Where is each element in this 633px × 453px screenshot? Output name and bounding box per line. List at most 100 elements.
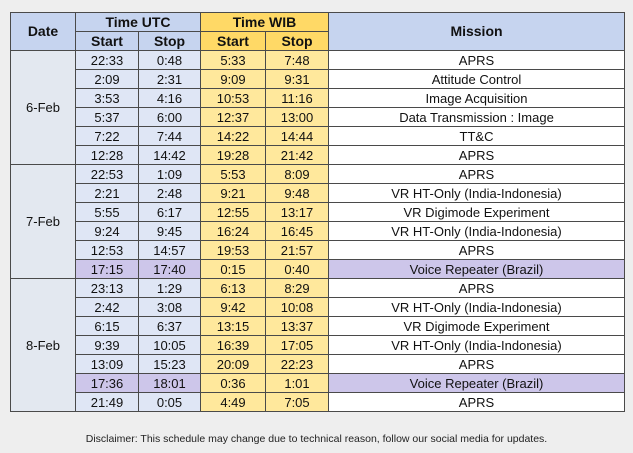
schedule-row: 17:36 18:01 0:36 1:01 Voice Repeater (Brazil… bbox=[11, 373, 625, 393]
schedule-row: 6:15 6:37 13:15 13:37 VR Digimode Experiment bbox=[11, 316, 625, 336]
table-body: 6-Feb 22:33 0:48 5:33 7:48 APRS 2:09 2:31 9:09 9:… bbox=[10, 50, 625, 412]
mission: Voice Repeater (Brazil) bbox=[328, 259, 625, 279]
wib-start: 12:55 bbox=[200, 202, 266, 222]
wib-start: 19:53 bbox=[200, 240, 266, 260]
utc-stop: 6:17 bbox=[138, 202, 201, 222]
wib-start: 9:42 bbox=[200, 297, 266, 317]
utc-stop: 7:44 bbox=[138, 126, 201, 146]
utc-start: 12:28 bbox=[75, 145, 139, 165]
utc-stop: 1:09 bbox=[138, 164, 201, 184]
wib-stop: 13:17 bbox=[265, 202, 329, 222]
mission: APRS bbox=[328, 354, 625, 374]
wib-stop: 7:05 bbox=[265, 392, 329, 412]
wib-start: 5:53 bbox=[200, 164, 266, 184]
schedule-row: 3:53 4:16 10:53 11:16 Image Acquisition bbox=[11, 88, 625, 108]
mission: VR HT-Only (India-Indonesia) bbox=[328, 297, 625, 317]
wib-start: 19:28 bbox=[200, 145, 266, 165]
utc-start: 22:53 bbox=[75, 164, 139, 184]
header-start: Start bbox=[75, 31, 139, 51]
utc-start: 5:37 bbox=[75, 107, 139, 127]
utc-stop: 1:29 bbox=[138, 278, 201, 298]
utc-start: 9:39 bbox=[75, 335, 139, 355]
wib-start: 12:37 bbox=[200, 107, 266, 127]
mission: TT&C bbox=[328, 126, 625, 146]
utc-start: 2:09 bbox=[75, 69, 139, 89]
utc-stop: 17:40 bbox=[138, 259, 201, 279]
wib-stop: 21:57 bbox=[265, 240, 329, 260]
mission: Voice Repeater (Brazil) bbox=[328, 373, 625, 393]
utc-start: 2:21 bbox=[75, 183, 139, 203]
schedule-row: 2:09 2:31 9:09 9:31 Attitude Control bbox=[11, 69, 625, 89]
utc-stop: 2:48 bbox=[138, 183, 201, 203]
utc-start: 12:53 bbox=[75, 240, 139, 260]
schedule-row: 5:55 6:17 12:55 13:17 VR Digimode Experiment bbox=[11, 202, 625, 222]
utc-stop: 0:48 bbox=[138, 50, 201, 70]
schedule-row: 6-Feb 22:33 0:48 5:33 7:48 APRS bbox=[10, 50, 625, 165]
wib-start: 13:15 bbox=[200, 316, 266, 336]
utc-stop: 2:31 bbox=[138, 69, 201, 89]
mission: VR HT-Only (India-Indonesia) bbox=[328, 221, 625, 241]
wib-stop: 8:29 bbox=[265, 278, 329, 298]
wib-stop: 8:09 bbox=[265, 164, 329, 184]
wib-stop: 14:44 bbox=[265, 126, 329, 146]
mission: APRS bbox=[328, 164, 625, 184]
wib-stop: 9:31 bbox=[265, 69, 329, 89]
schedule-row: 2:42 3:08 9:42 10:08 VR HT-Only (India-Indon… bbox=[11, 297, 625, 317]
utc-stop: 4:16 bbox=[138, 88, 201, 108]
schedule-row: 13:09 15:23 20:09 22:23 APRS bbox=[11, 354, 625, 374]
wib-stop: 7:48 bbox=[265, 50, 329, 70]
utc-start: 3:53 bbox=[75, 88, 139, 108]
wib-start: 4:49 bbox=[200, 392, 266, 412]
wib-start: 14:22 bbox=[200, 126, 266, 146]
wib-stop: 17:05 bbox=[265, 335, 329, 355]
mission: VR Digimode Experiment bbox=[328, 316, 625, 336]
utc-start: 13:09 bbox=[75, 354, 139, 374]
header-time-wib: Time WIB bbox=[200, 12, 329, 32]
schedule-row: 12:53 14:57 19:53 21:57 APRS bbox=[11, 240, 625, 260]
date: 7-Feb bbox=[10, 164, 76, 279]
schedule-row: 21:49 0:05 4:49 7:05 APRS bbox=[11, 392, 625, 412]
utc-start: 7:22 bbox=[75, 126, 139, 146]
date: 6-Feb bbox=[10, 50, 76, 165]
mission: APRS bbox=[328, 240, 625, 260]
schedule-row: 2:21 2:48 9:21 9:48 VR HT-Only (India-Indone… bbox=[11, 183, 625, 203]
wib-start: 16:24 bbox=[200, 221, 266, 241]
wib-stop: 16:45 bbox=[265, 221, 329, 241]
utc-start: 9:24 bbox=[75, 221, 139, 241]
wib-start: 5:33 bbox=[200, 50, 266, 70]
utc-start: 5:55 bbox=[75, 202, 139, 222]
schedule-table: Date Time UTC Time WIB Mission Start Sto… bbox=[10, 12, 625, 412]
utc-stop: 0:05 bbox=[138, 392, 201, 412]
schedule-row: 9:24 9:45 16:24 16:45 VR HT-Only (India-Indo… bbox=[11, 221, 625, 241]
mission: VR HT-Only (India-Indonesia) bbox=[328, 183, 625, 203]
wib-start: 0:36 bbox=[200, 373, 266, 393]
header-time-utc: Time UTC bbox=[75, 12, 201, 32]
header-date: Date bbox=[10, 12, 76, 51]
utc-stop: 15:23 bbox=[138, 354, 201, 374]
schedule-row: 5:37 6:00 12:37 13:00 Data Transmission : Im… bbox=[11, 107, 625, 127]
utc-stop: 9:45 bbox=[138, 221, 201, 241]
utc-start: 22:33 bbox=[75, 50, 139, 70]
utc-start: 23:13 bbox=[75, 278, 139, 298]
utc-start: 6:15 bbox=[75, 316, 139, 336]
mission: Attitude Control bbox=[328, 69, 625, 89]
utc-stop: 6:00 bbox=[138, 107, 201, 127]
utc-start: 2:42 bbox=[75, 297, 139, 317]
utc-stop: 14:57 bbox=[138, 240, 201, 260]
wib-start: 6:13 bbox=[200, 278, 266, 298]
schedule-row: 8-Feb 23:13 1:29 6:13 8:29 APRS bbox=[10, 278, 625, 412]
schedule-row: 7-Feb 22:53 1:09 5:53 8:09 APRS bbox=[10, 164, 625, 279]
schedule-row: 7:22 7:44 14:22 14:44 TT&C bbox=[11, 126, 625, 146]
wib-stop: 11:16 bbox=[265, 88, 329, 108]
mission: APRS bbox=[328, 145, 625, 165]
wib-stop: 22:23 bbox=[265, 354, 329, 374]
wib-stop: 0:40 bbox=[265, 259, 329, 279]
mission: APRS bbox=[328, 392, 625, 412]
wib-start: 9:21 bbox=[200, 183, 266, 203]
utc-stop: 10:05 bbox=[138, 335, 201, 355]
date: 8-Feb bbox=[10, 278, 76, 412]
header-stop: Stop bbox=[138, 31, 201, 51]
utc-stop: 3:08 bbox=[138, 297, 201, 317]
header-start: Start bbox=[200, 31, 266, 51]
schedule-row: 17:15 17:40 0:15 0:40 Voice Repeater (Brazil… bbox=[11, 259, 625, 279]
